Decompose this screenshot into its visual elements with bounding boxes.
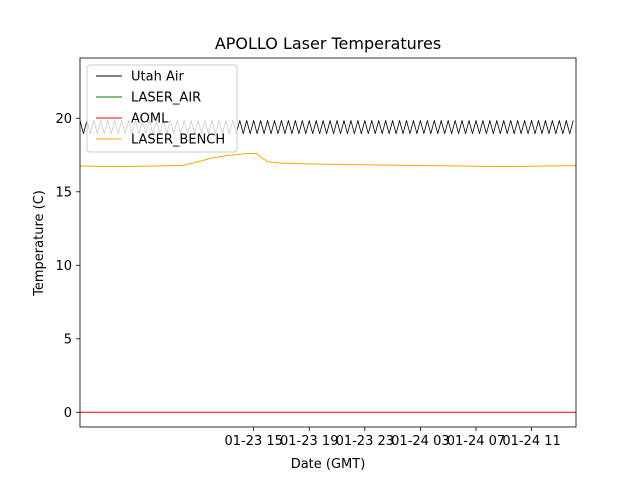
legend-box <box>86 64 238 153</box>
x-tick-label: 01-23 19 <box>280 434 338 449</box>
x-tick-label: 01-24 03 <box>391 434 449 449</box>
legend-label: Utah Air <box>131 70 184 85</box>
legend-label: AOML <box>131 112 169 127</box>
x-tick-label: 01-24 11 <box>502 434 560 449</box>
y-tick-label: 5 <box>64 332 72 347</box>
y-axis: 0 5 10 15 20 <box>55 112 80 421</box>
legend-label: LASER_BENCH <box>131 133 225 148</box>
chart-title: APOLLO Laser Temperatures <box>215 34 441 53</box>
legend-label: LASER_AIR <box>131 91 201 106</box>
y-tick-label: 20 <box>55 112 72 127</box>
y-tick-label: 15 <box>55 185 72 200</box>
x-tick-label: 01-23 23 <box>336 434 394 449</box>
legend: Utah Air LASER_AIR AOML LASER_BENCH <box>86 64 238 153</box>
y-tick-label: 0 <box>64 406 72 421</box>
y-axis-label: Temperature (C) <box>32 190 47 297</box>
y-tick-label: 10 <box>55 259 72 274</box>
series-line-laser-bench <box>80 153 576 167</box>
x-tick-label: 01-24 07 <box>447 434 505 449</box>
axes-frame <box>79 57 577 428</box>
x-tick-label: 01-23 15 <box>224 434 282 449</box>
x-axis-label: Date (GMT) <box>291 457 366 472</box>
